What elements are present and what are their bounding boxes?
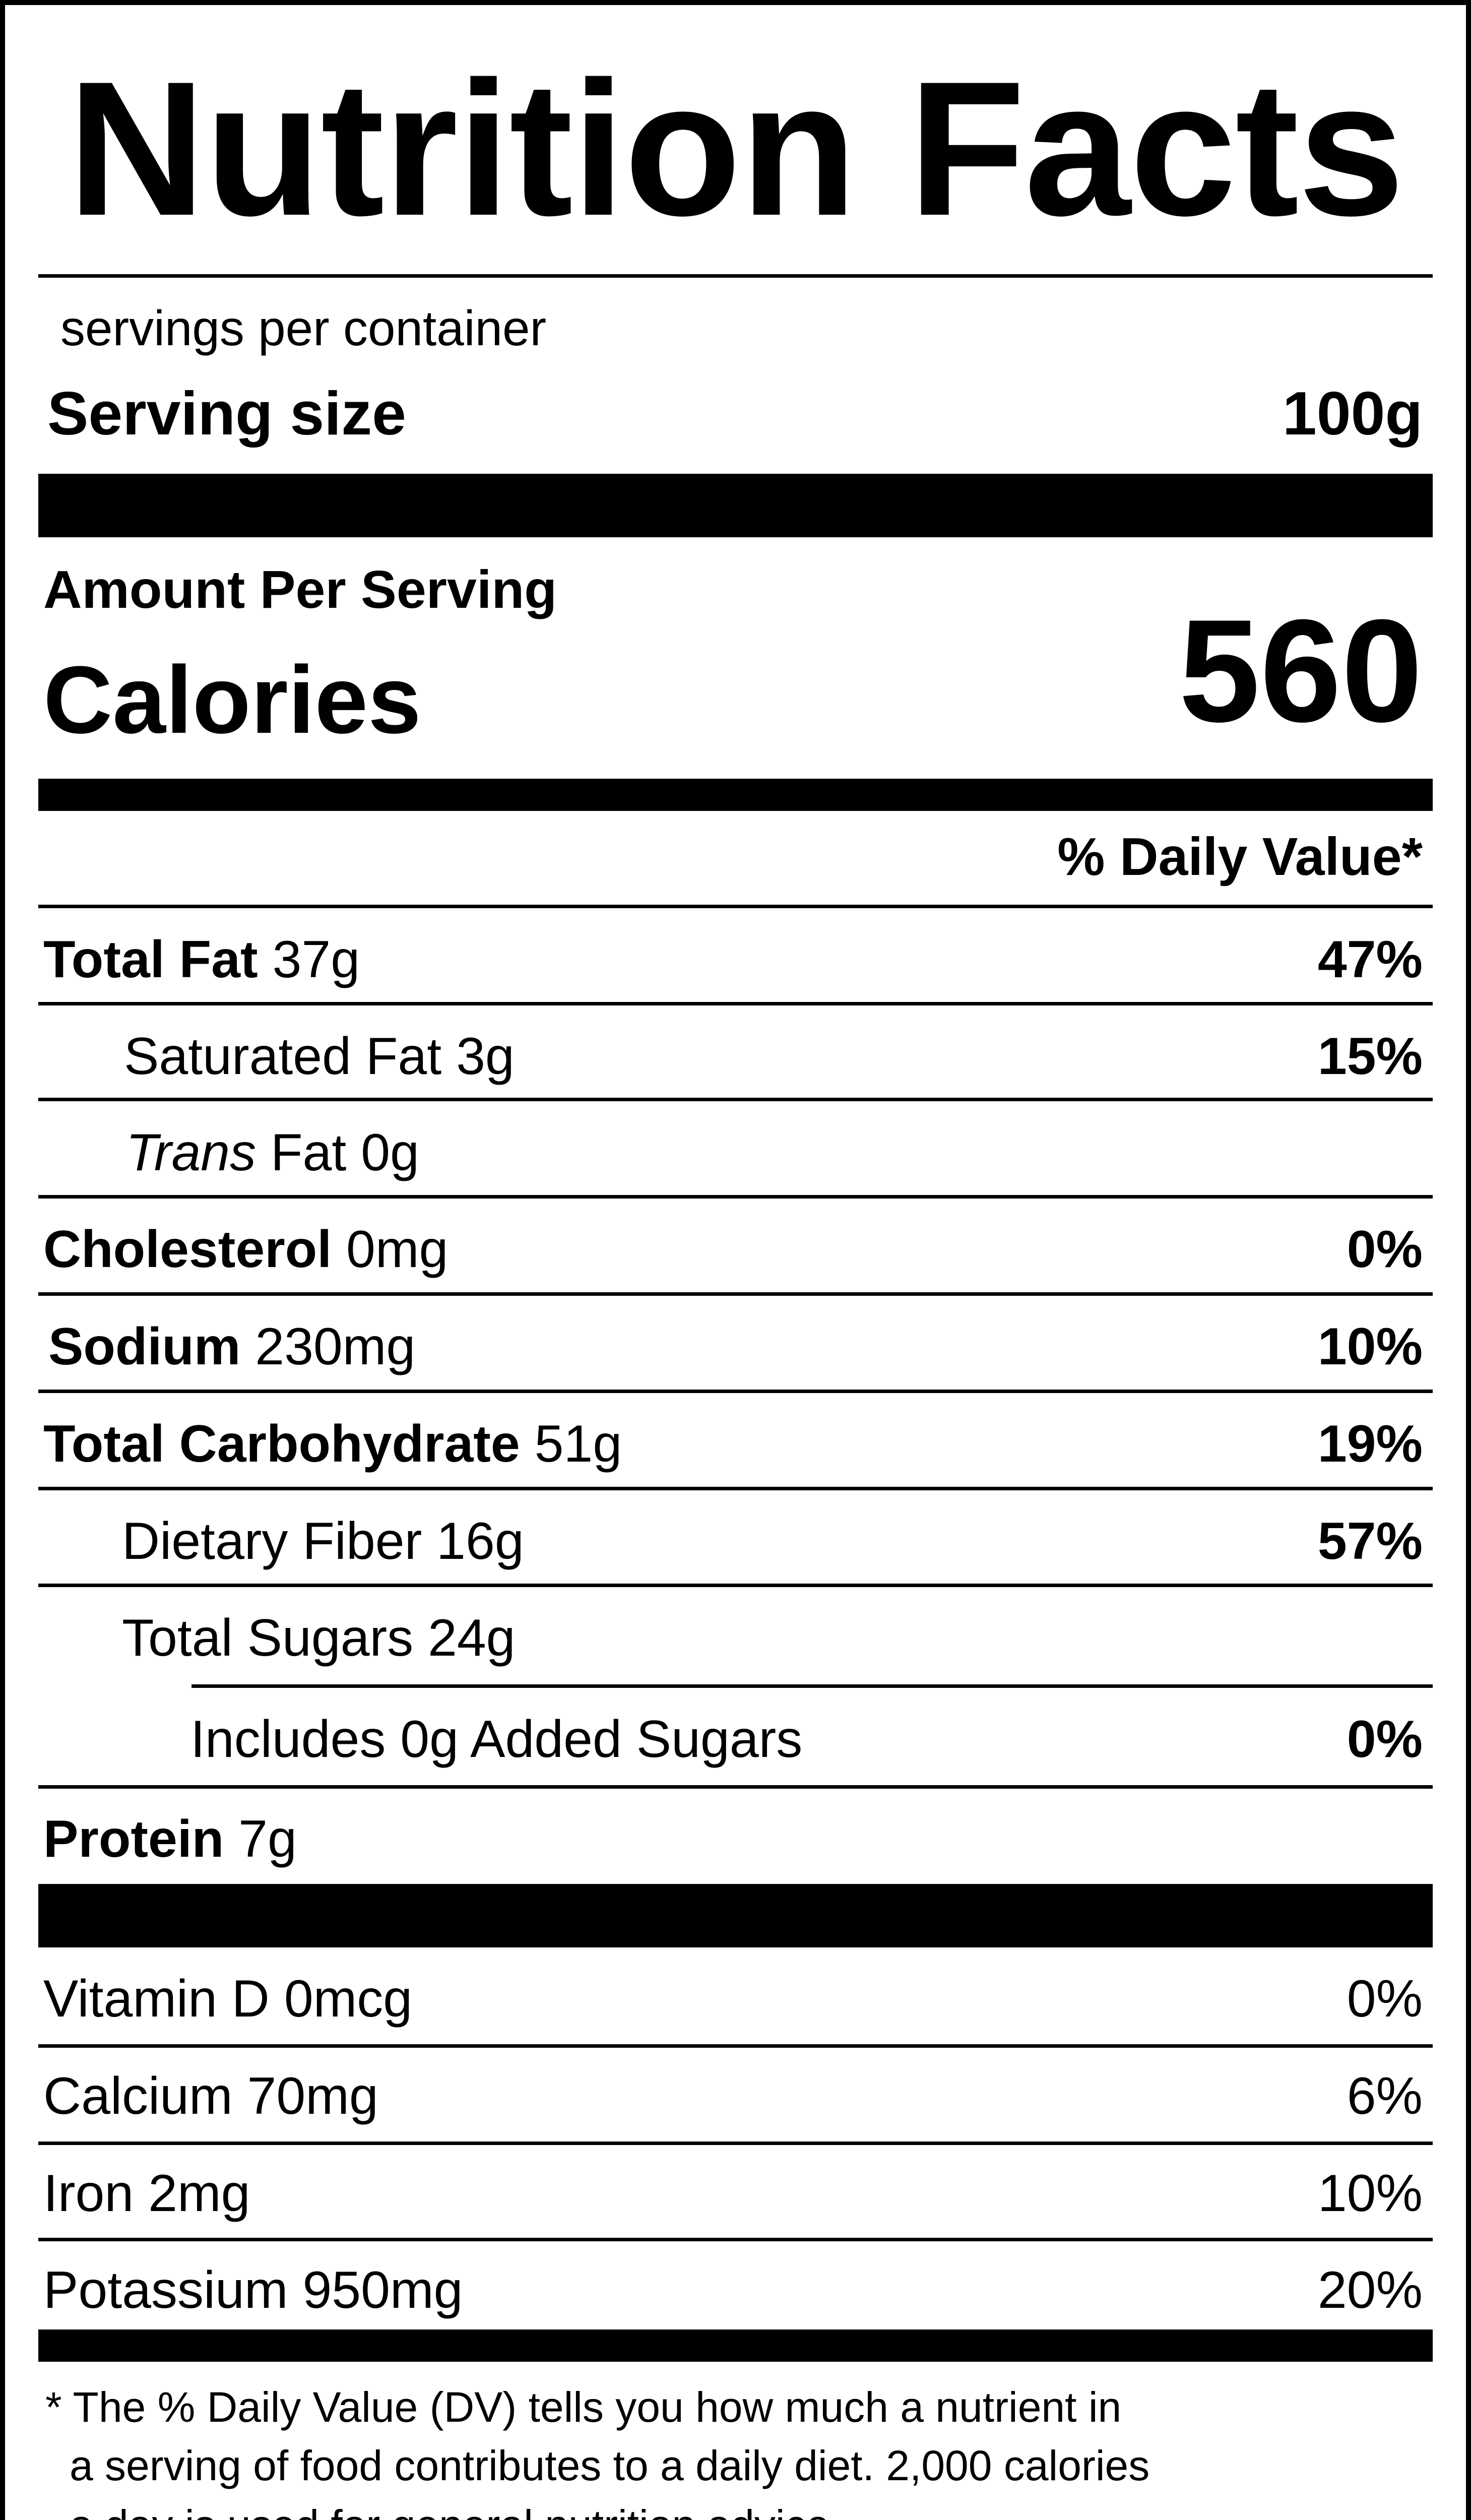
nutrient-dietary-fiber: Dietary Fiber 16g	[122, 1511, 524, 1571]
calcium: Calcium 70mg	[43, 2066, 378, 2126]
divider-thin	[38, 274, 1433, 278]
nutrient-name: Total Carbohydrate	[43, 1415, 520, 1473]
footnote-line-1: * The % Daily Value (DV) tells you how m…	[45, 2383, 1122, 2431]
vitamin-name: Iron	[43, 2164, 134, 2223]
nutrient-dietary-fiber-dv: 57%	[1317, 1512, 1423, 1570]
nutrient-name: Saturated Fat	[124, 1027, 442, 1086]
divider-thick	[38, 474, 1433, 537]
nutrient-name: Total Fat	[43, 930, 258, 989]
nutrient-added-sugars: Includes 0g Added Sugars	[190, 1710, 803, 1769]
divider-medium	[38, 2329, 1433, 2362]
divider-thin	[38, 1584, 1433, 1587]
nutrient-total-sugars: Total Sugars 24g	[122, 1608, 516, 1668]
iron: Iron 2mg	[43, 2164, 250, 2224]
servings-per-container: servings per container	[60, 300, 547, 356]
divider-thin	[38, 1785, 1433, 1789]
nutrient-amount: 37g	[272, 930, 360, 989]
nutrient-total-carbohydrate-dv: 19%	[1317, 1415, 1423, 1473]
nutrient-total-carbohydrate: Total Carbohydrate 51g	[43, 1414, 622, 1474]
nutrient-name: Trans	[126, 1123, 257, 1182]
divider-thin	[38, 2141, 1433, 2145]
nutrient-total-fat-dv: 47%	[1317, 930, 1423, 989]
footnote-line-3: a day is used for general nutrition advi…	[70, 2501, 842, 2520]
nutrient-protein: Protein 7g	[43, 1809, 297, 1869]
divider-thin	[38, 2238, 1433, 2241]
serving-size-value: 100g	[1282, 379, 1423, 448]
amount-per-serving: Amount Per Serving	[43, 560, 557, 619]
footnote-line-2: a serving of food contributes to a daily…	[70, 2442, 1150, 2489]
nutrient-added-sugars-dv: 0%	[1347, 1710, 1423, 1769]
nutrient-amount: 0g	[361, 1123, 419, 1182]
vitamin-amount: 70mg	[247, 2067, 378, 2125]
calcium-dv: 6%	[1347, 2067, 1423, 2125]
vitamin-amount: 950mg	[302, 2261, 463, 2319]
nutrient-name: Protein	[43, 1810, 224, 1868]
nutrient-amount: 7g	[238, 1810, 297, 1868]
potassium-dv: 20%	[1317, 2261, 1423, 2319]
divider-thin	[38, 1390, 1433, 1393]
nutrient-total-fat: Total Fat 37g	[43, 930, 360, 990]
divider-thick	[38, 1884, 1433, 1947]
nutrient-name: Dietary Fiber	[122, 1512, 422, 1570]
divider-thin	[38, 1002, 1433, 1005]
nutrient-amount: 0mg	[346, 1220, 449, 1279]
iron-dv: 10%	[1317, 2164, 1423, 2223]
nutrient-cholesterol: Cholesterol 0mg	[43, 1220, 448, 1280]
vitamin-amount: 2mg	[148, 2164, 250, 2223]
nutrient-amount: 3g	[456, 1027, 515, 1086]
divider-medium	[38, 779, 1433, 811]
divider-thin	[38, 905, 1433, 908]
nutrient-sodium: Sodium 230mg	[48, 1317, 415, 1377]
nutrient-saturated-fat-dv: 15%	[1317, 1027, 1423, 1086]
nutrient-name: Cholesterol	[43, 1220, 332, 1279]
nutrient-saturated-fat: Saturated Fat 3g	[124, 1027, 515, 1087]
divider-thin	[38, 2044, 1433, 2048]
divider-thin	[38, 1487, 1433, 1490]
nutrient-cholesterol-dv: 0%	[1347, 1220, 1423, 1279]
serving-size-label: Serving size	[47, 379, 406, 448]
nutrient-amount: 230mg	[255, 1317, 416, 1376]
daily-value-header: % Daily Value*	[1057, 827, 1423, 887]
divider-thin	[38, 1292, 1433, 1296]
divider-thin	[38, 1098, 1433, 1101]
calories-label: Calories	[43, 647, 421, 753]
nutrient-amount: 51g	[534, 1415, 622, 1473]
nutrient-name: Sodium	[48, 1317, 241, 1376]
nutrient-trans-fat: Trans Fat 0g	[126, 1123, 419, 1183]
divider-thin-indented	[191, 1684, 1433, 1688]
vitamin-d: Vitamin D 0mcg	[43, 1969, 412, 2029]
divider-thin	[38, 1195, 1433, 1199]
potassium: Potassium 950mg	[43, 2260, 463, 2320]
vitamin-name: Vitamin D	[43, 1970, 270, 2028]
vitamin-d-dv: 0%	[1347, 1970, 1423, 2028]
calories-value: 560	[1179, 589, 1423, 752]
nutrient-amount: 16g	[436, 1512, 524, 1570]
nutrient-name-suffix: Fat	[271, 1123, 347, 1182]
label-title: Nutrition Facts	[67, 41, 1404, 256]
vitamin-name: Calcium	[43, 2067, 233, 2125]
nutrient-name: Total Sugars	[122, 1609, 414, 1667]
vitamin-name: Potassium	[43, 2261, 288, 2319]
nutrient-sodium-dv: 10%	[1317, 1317, 1423, 1376]
nutrient-amount: 24g	[428, 1609, 516, 1667]
vitamin-amount: 0mcg	[284, 1970, 413, 2028]
